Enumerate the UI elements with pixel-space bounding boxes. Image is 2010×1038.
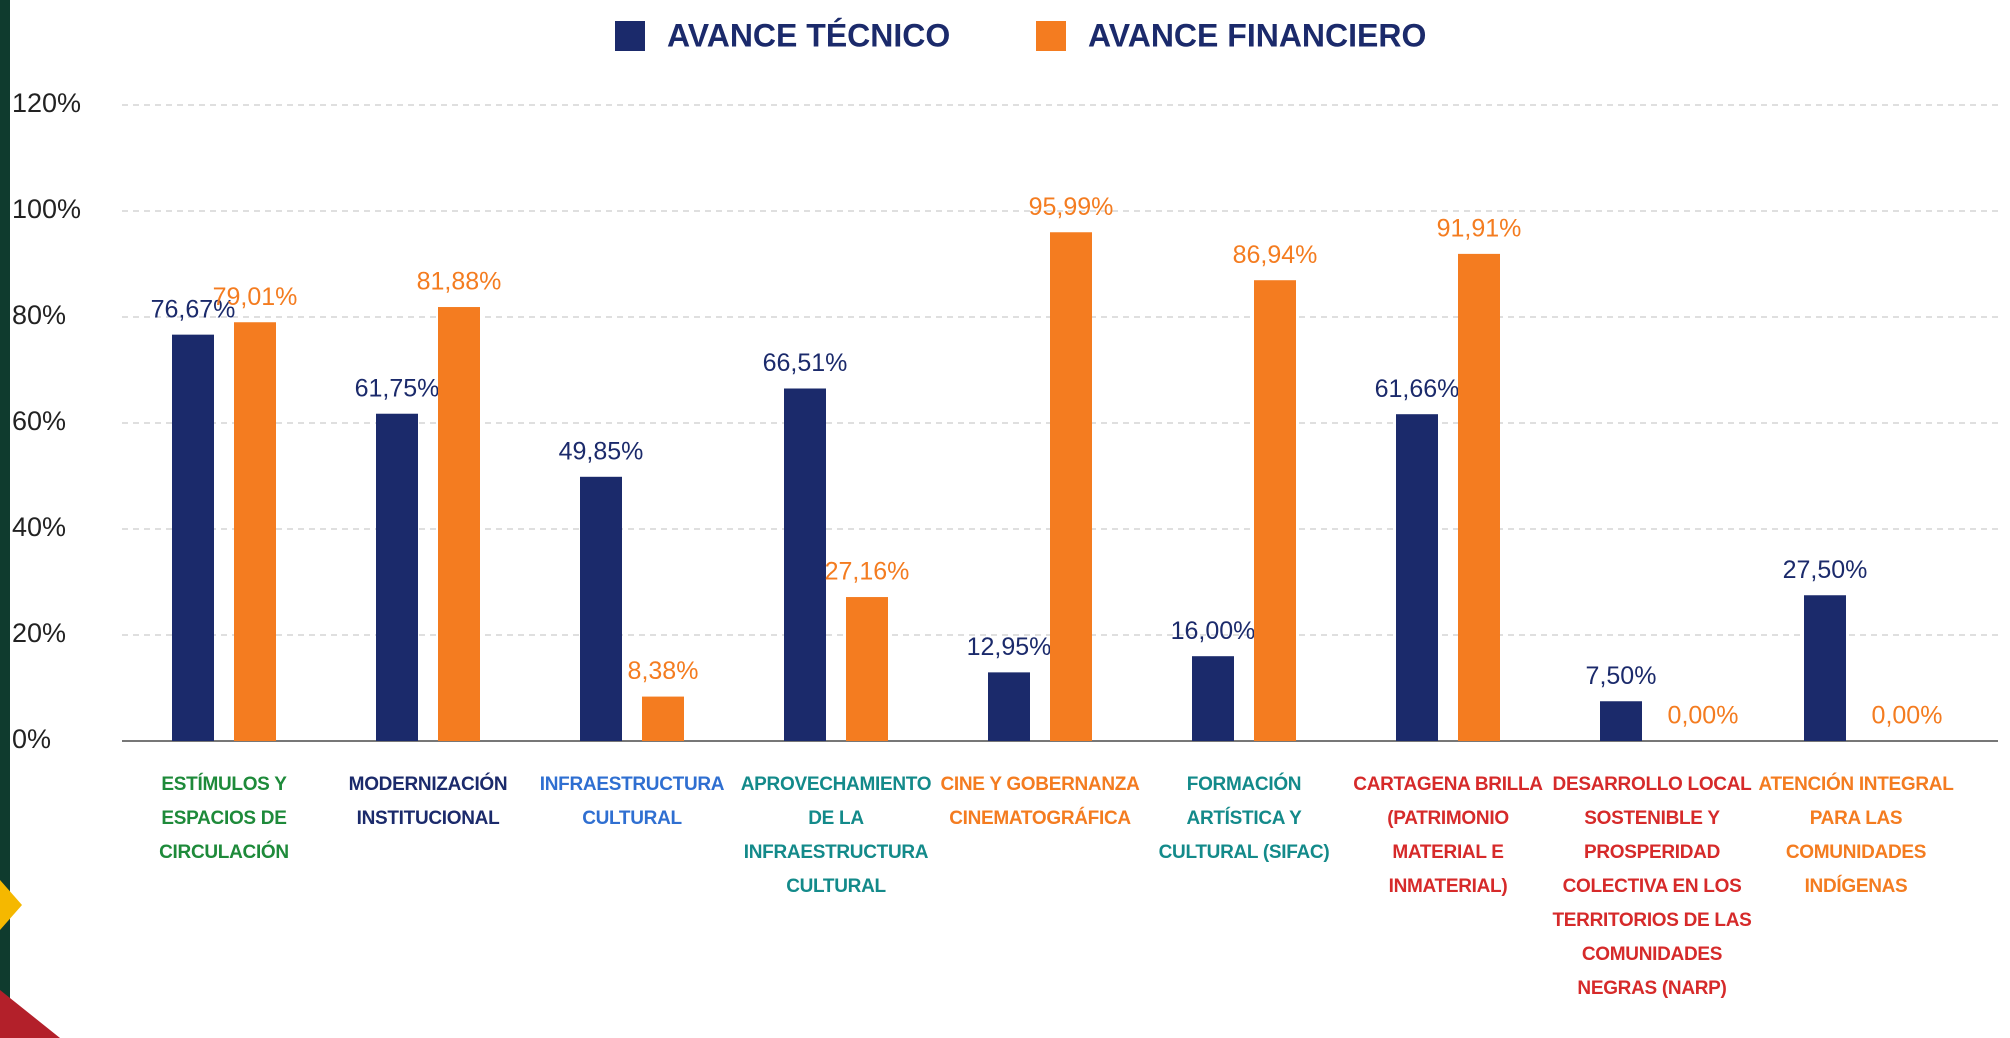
bar bbox=[784, 388, 826, 741]
value-label: 16,00% bbox=[1171, 617, 1256, 645]
decoration bbox=[0, 880, 22, 930]
x-tick-label: CINE Y GOBERNANZA CINEMATOGRÁFICA bbox=[940, 774, 1140, 829]
legend-label: AVANCE TÉCNICO bbox=[667, 17, 950, 53]
legend-swatch bbox=[615, 21, 645, 51]
y-tick-label: 100% bbox=[12, 194, 81, 224]
bar bbox=[580, 476, 622, 741]
value-label: 8,38% bbox=[628, 657, 699, 685]
bar bbox=[1396, 414, 1438, 741]
bar bbox=[376, 413, 418, 741]
x-tick-label: APROVECHAMIENTO DE LA INFRAESTRUCTURA CU… bbox=[740, 774, 932, 897]
value-label: 61,75% bbox=[355, 374, 440, 402]
x-tick-label: CARTAGENA BRILLA (PATRIMONIO MATERIAL E … bbox=[1353, 774, 1543, 897]
y-tick-label: 80% bbox=[12, 300, 66, 330]
x-tick-label: INFRAESTRUCTURA CULTURAL bbox=[539, 774, 725, 829]
x-tick-label: ESTÍMULOS Y ESPACIOS DE CIRCULACIÓN bbox=[159, 774, 289, 863]
bar bbox=[1050, 232, 1092, 742]
value-label: 49,85% bbox=[559, 437, 644, 465]
legend-label: AVANCE FINANCIERO bbox=[1088, 17, 1426, 53]
bar bbox=[642, 696, 684, 741]
y-tick-label: 120% bbox=[12, 88, 81, 118]
x-tick-label: MODERNIZACIÓN INSTITUCIONAL bbox=[348, 774, 508, 829]
bar bbox=[988, 672, 1030, 741]
value-label: 12,95% bbox=[967, 633, 1052, 661]
value-label: 0,00% bbox=[1668, 702, 1739, 730]
value-label: 79,01% bbox=[213, 283, 298, 311]
bar bbox=[234, 322, 276, 741]
value-label: 76,67% bbox=[151, 295, 236, 323]
legend-swatch bbox=[1036, 21, 1066, 51]
y-tick-label: 20% bbox=[12, 618, 66, 648]
value-label: 66,51% bbox=[763, 349, 848, 377]
value-label: 95,99% bbox=[1029, 193, 1114, 221]
value-label: 27,16% bbox=[825, 558, 910, 586]
bar bbox=[1804, 595, 1846, 741]
bar bbox=[172, 334, 214, 741]
bar bbox=[846, 597, 888, 741]
x-tick-label: DESARROLLO LOCAL SOSTENIBLE Y PROSPERIDA… bbox=[1552, 774, 1752, 999]
value-label: 7,50% bbox=[1586, 662, 1657, 690]
value-label: 0,00% bbox=[1872, 702, 1943, 730]
y-tick-label: 60% bbox=[12, 406, 66, 436]
value-label: 91,91% bbox=[1437, 214, 1522, 242]
value-label: 86,94% bbox=[1233, 241, 1318, 269]
value-label: 27,50% bbox=[1783, 556, 1868, 584]
bar bbox=[1600, 701, 1642, 741]
x-tick-label: FORMACIÓN ARTÍSTICA Y CULTURAL (SIFAC) bbox=[1158, 774, 1330, 863]
bar bbox=[1192, 656, 1234, 741]
y-tick-label: 0% bbox=[12, 724, 51, 754]
decoration bbox=[0, 990, 60, 1038]
y-tick-label: 40% bbox=[12, 512, 66, 542]
value-label: 81,88% bbox=[417, 268, 502, 296]
bar bbox=[1458, 253, 1500, 741]
bar bbox=[1254, 280, 1296, 741]
bar bbox=[438, 307, 480, 741]
edge-strip bbox=[0, 0, 10, 1038]
value-label: 61,66% bbox=[1375, 375, 1460, 403]
x-tick-label: ATENCIÓN INTEGRAL PARA LAS COMUNIDADES I… bbox=[1758, 774, 1954, 897]
